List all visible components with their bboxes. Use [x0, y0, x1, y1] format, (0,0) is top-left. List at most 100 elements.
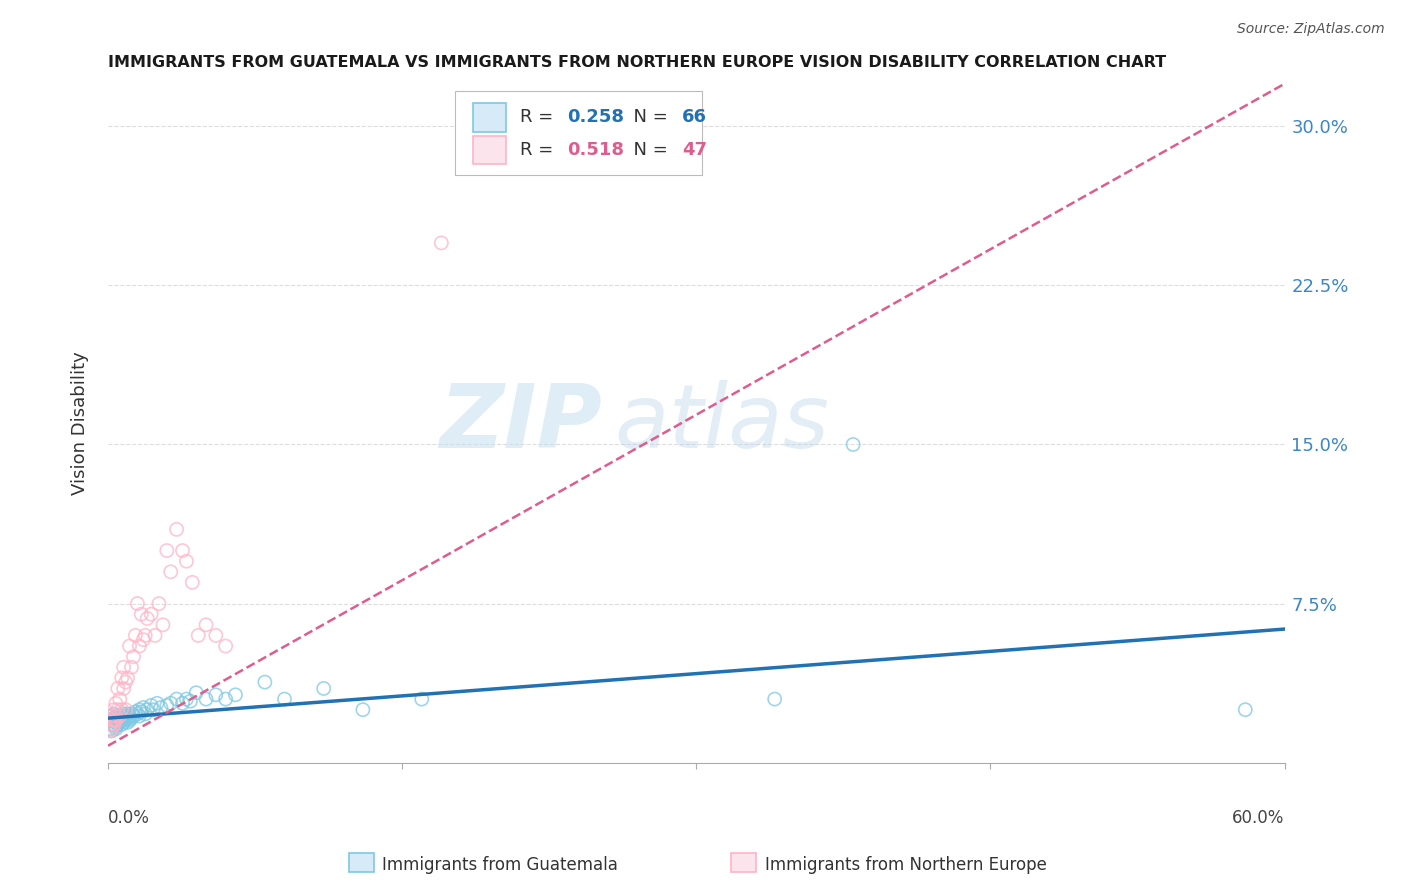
Point — [104, 696, 127, 710]
Point — [103, 717, 125, 731]
Point — [118, 639, 141, 653]
Point — [117, 715, 139, 730]
Point — [152, 617, 174, 632]
Point — [139, 698, 162, 713]
Point — [195, 692, 218, 706]
Point — [107, 703, 129, 717]
Text: Immigrants from Northern Europe: Immigrants from Northern Europe — [765, 856, 1046, 874]
Point — [842, 437, 865, 451]
Point — [103, 711, 125, 725]
Point — [352, 703, 374, 717]
Text: 47: 47 — [682, 141, 707, 159]
Point — [187, 628, 209, 642]
Point — [111, 713, 134, 727]
Point — [117, 671, 139, 685]
Text: N =: N = — [621, 141, 673, 159]
Point — [176, 554, 198, 568]
Point — [139, 607, 162, 622]
Text: Source: ZipAtlas.com: Source: ZipAtlas.com — [1237, 22, 1385, 37]
Point — [104, 715, 127, 730]
Point — [214, 639, 236, 653]
Point — [172, 543, 194, 558]
Point — [1234, 703, 1257, 717]
Point — [156, 543, 179, 558]
Point — [98, 717, 121, 731]
Point — [124, 628, 146, 642]
Point — [186, 686, 208, 700]
Point — [253, 675, 276, 690]
Point — [103, 713, 125, 727]
Point — [127, 706, 149, 721]
Point — [143, 628, 166, 642]
Text: Immigrants from Guatemala: Immigrants from Guatemala — [382, 856, 619, 874]
Point — [101, 722, 124, 736]
Point — [112, 660, 135, 674]
Point — [114, 703, 136, 717]
Text: N =: N = — [621, 109, 673, 127]
Point — [128, 703, 150, 717]
Point — [411, 692, 433, 706]
Point — [98, 723, 121, 738]
Point — [103, 717, 125, 731]
Point — [273, 692, 295, 706]
Point — [122, 649, 145, 664]
Point — [107, 711, 129, 725]
Point — [101, 709, 124, 723]
Point — [128, 639, 150, 653]
Point — [214, 692, 236, 706]
Point — [112, 711, 135, 725]
Point — [104, 709, 127, 723]
Point — [111, 671, 134, 685]
FancyBboxPatch shape — [472, 103, 506, 132]
Point — [159, 696, 181, 710]
Point — [117, 706, 139, 721]
FancyBboxPatch shape — [472, 136, 506, 164]
Point — [104, 722, 127, 736]
Point — [128, 709, 150, 723]
Point — [112, 706, 135, 721]
Point — [107, 713, 129, 727]
Point — [195, 617, 218, 632]
Point — [122, 709, 145, 723]
Point — [166, 692, 188, 706]
Point — [108, 715, 131, 730]
Point — [132, 632, 155, 647]
Point — [104, 720, 127, 734]
Point — [111, 717, 134, 731]
Point — [131, 607, 153, 622]
Point — [111, 703, 134, 717]
Point — [131, 705, 153, 719]
Point — [148, 597, 170, 611]
Text: 60.0%: 60.0% — [1232, 809, 1285, 828]
Point — [101, 717, 124, 731]
Point — [103, 713, 125, 727]
Point — [117, 711, 139, 725]
Point — [108, 709, 131, 723]
Y-axis label: Vision Disability: Vision Disability — [72, 351, 89, 495]
Point — [156, 698, 179, 713]
Text: IMMIGRANTS FROM GUATEMALA VS IMMIGRANTS FROM NORTHERN EUROPE VISION DISABILITY C: IMMIGRANTS FROM GUATEMALA VS IMMIGRANTS … — [108, 55, 1166, 70]
Point — [108, 711, 131, 725]
Point — [121, 711, 143, 725]
Point — [205, 688, 228, 702]
Point — [118, 709, 141, 723]
Point — [176, 692, 198, 706]
Point — [101, 713, 124, 727]
Point — [149, 700, 172, 714]
Point — [146, 696, 169, 710]
Point — [127, 597, 149, 611]
Point — [172, 696, 194, 710]
Text: atlas: atlas — [614, 380, 828, 467]
Point — [121, 706, 143, 721]
Point — [205, 628, 228, 642]
Point — [159, 565, 181, 579]
Point — [121, 660, 143, 674]
Text: ZIP: ZIP — [439, 380, 602, 467]
Point — [108, 692, 131, 706]
Text: R =: R = — [520, 109, 558, 127]
Point — [114, 713, 136, 727]
Text: 0.518: 0.518 — [567, 141, 624, 159]
Point — [107, 681, 129, 696]
Point — [134, 706, 156, 721]
Text: 0.258: 0.258 — [567, 109, 624, 127]
